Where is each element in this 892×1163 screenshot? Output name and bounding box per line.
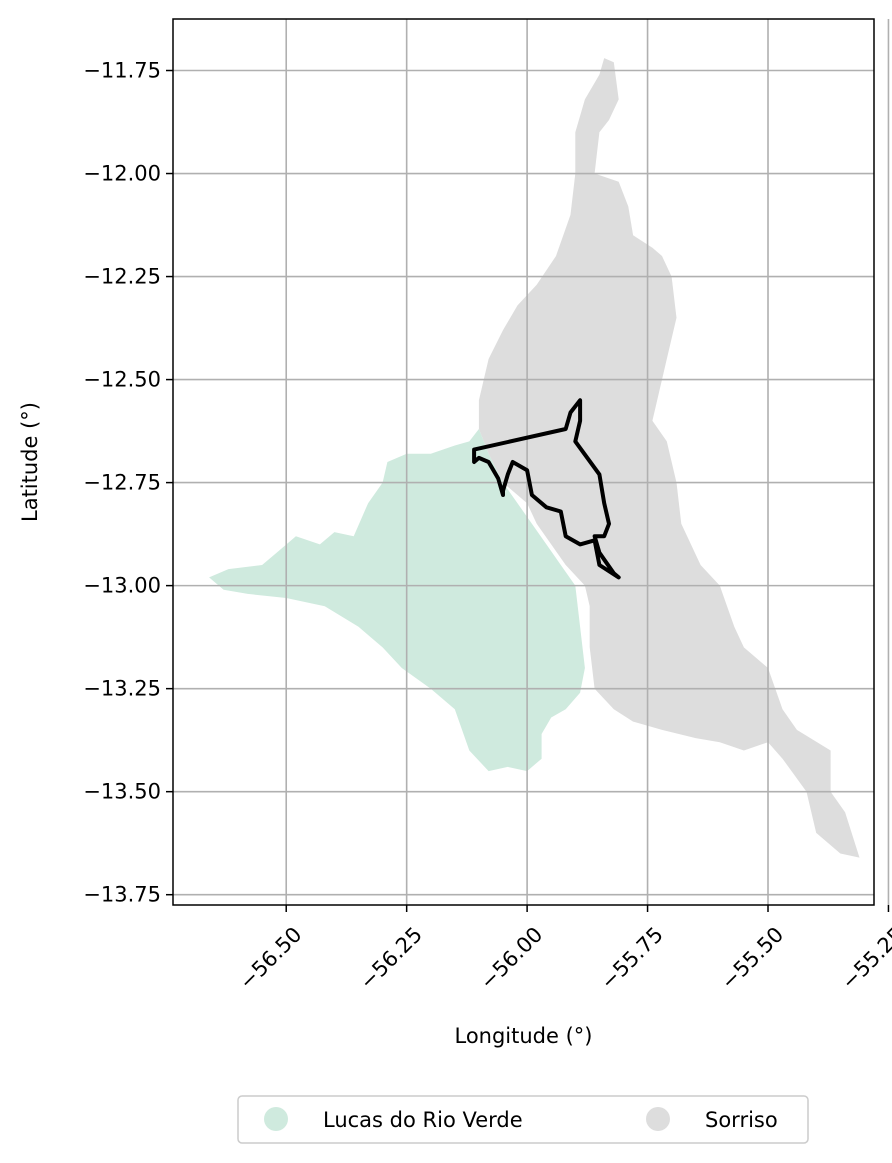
x-tick-label-2: −56.00: [475, 922, 547, 994]
legend-box: [237, 1095, 809, 1144]
x-tick-label-5: −55.25: [837, 922, 892, 994]
x-tick-label-1: −56.25: [355, 922, 427, 994]
legend-marker-lucas: [264, 1107, 288, 1131]
y-tick-label-0: −11.75: [83, 59, 161, 83]
y-tick-label-1: −12.00: [83, 162, 161, 186]
y-tick-label-2: −12.25: [83, 265, 161, 289]
regions-layer: [209, 58, 860, 858]
y-tick-label-8: −13.75: [83, 883, 161, 907]
region-sorriso: [478, 58, 860, 858]
x-axis-ticks: −56.50 −56.25 −56.00 −55.75 −55.50 −55.25: [235, 905, 892, 994]
x-tick-label-3: −55.75: [596, 922, 668, 994]
legend: Lucas do Rio Verde Sorriso: [237, 1095, 809, 1144]
region-lucas-do-rio-verde: [209, 429, 585, 772]
y-tick-label-7: −13.50: [83, 780, 161, 804]
legend-label-lucas: Lucas do Rio Verde: [323, 1108, 523, 1132]
x-tick-label-4: −55.50: [716, 922, 788, 994]
y-tick-label-4: −12.75: [83, 471, 161, 495]
x-axis-label: Longitude (°): [454, 1024, 592, 1048]
grid-layer: [173, 19, 890, 905]
outline-layer: [472, 398, 621, 580]
boundary-outline: [472, 398, 621, 580]
y-tick-label-6: −13.25: [83, 677, 161, 701]
legend-marker-sorriso: [646, 1107, 670, 1131]
y-tick-label-5: −13.00: [83, 574, 161, 598]
y-axis-label: Latitude (°): [18, 402, 42, 522]
y-axis-ticks: −11.75 −12.00 −12.25 −12.50 −12.75 −13.00 −13.…: [83, 59, 173, 907]
y-tick-label-3: −12.50: [83, 368, 161, 392]
x-tick-label-0: −56.50: [235, 922, 307, 994]
legend-label-sorriso: Sorriso: [705, 1108, 778, 1132]
axes-frame: [172, 18, 875, 906]
